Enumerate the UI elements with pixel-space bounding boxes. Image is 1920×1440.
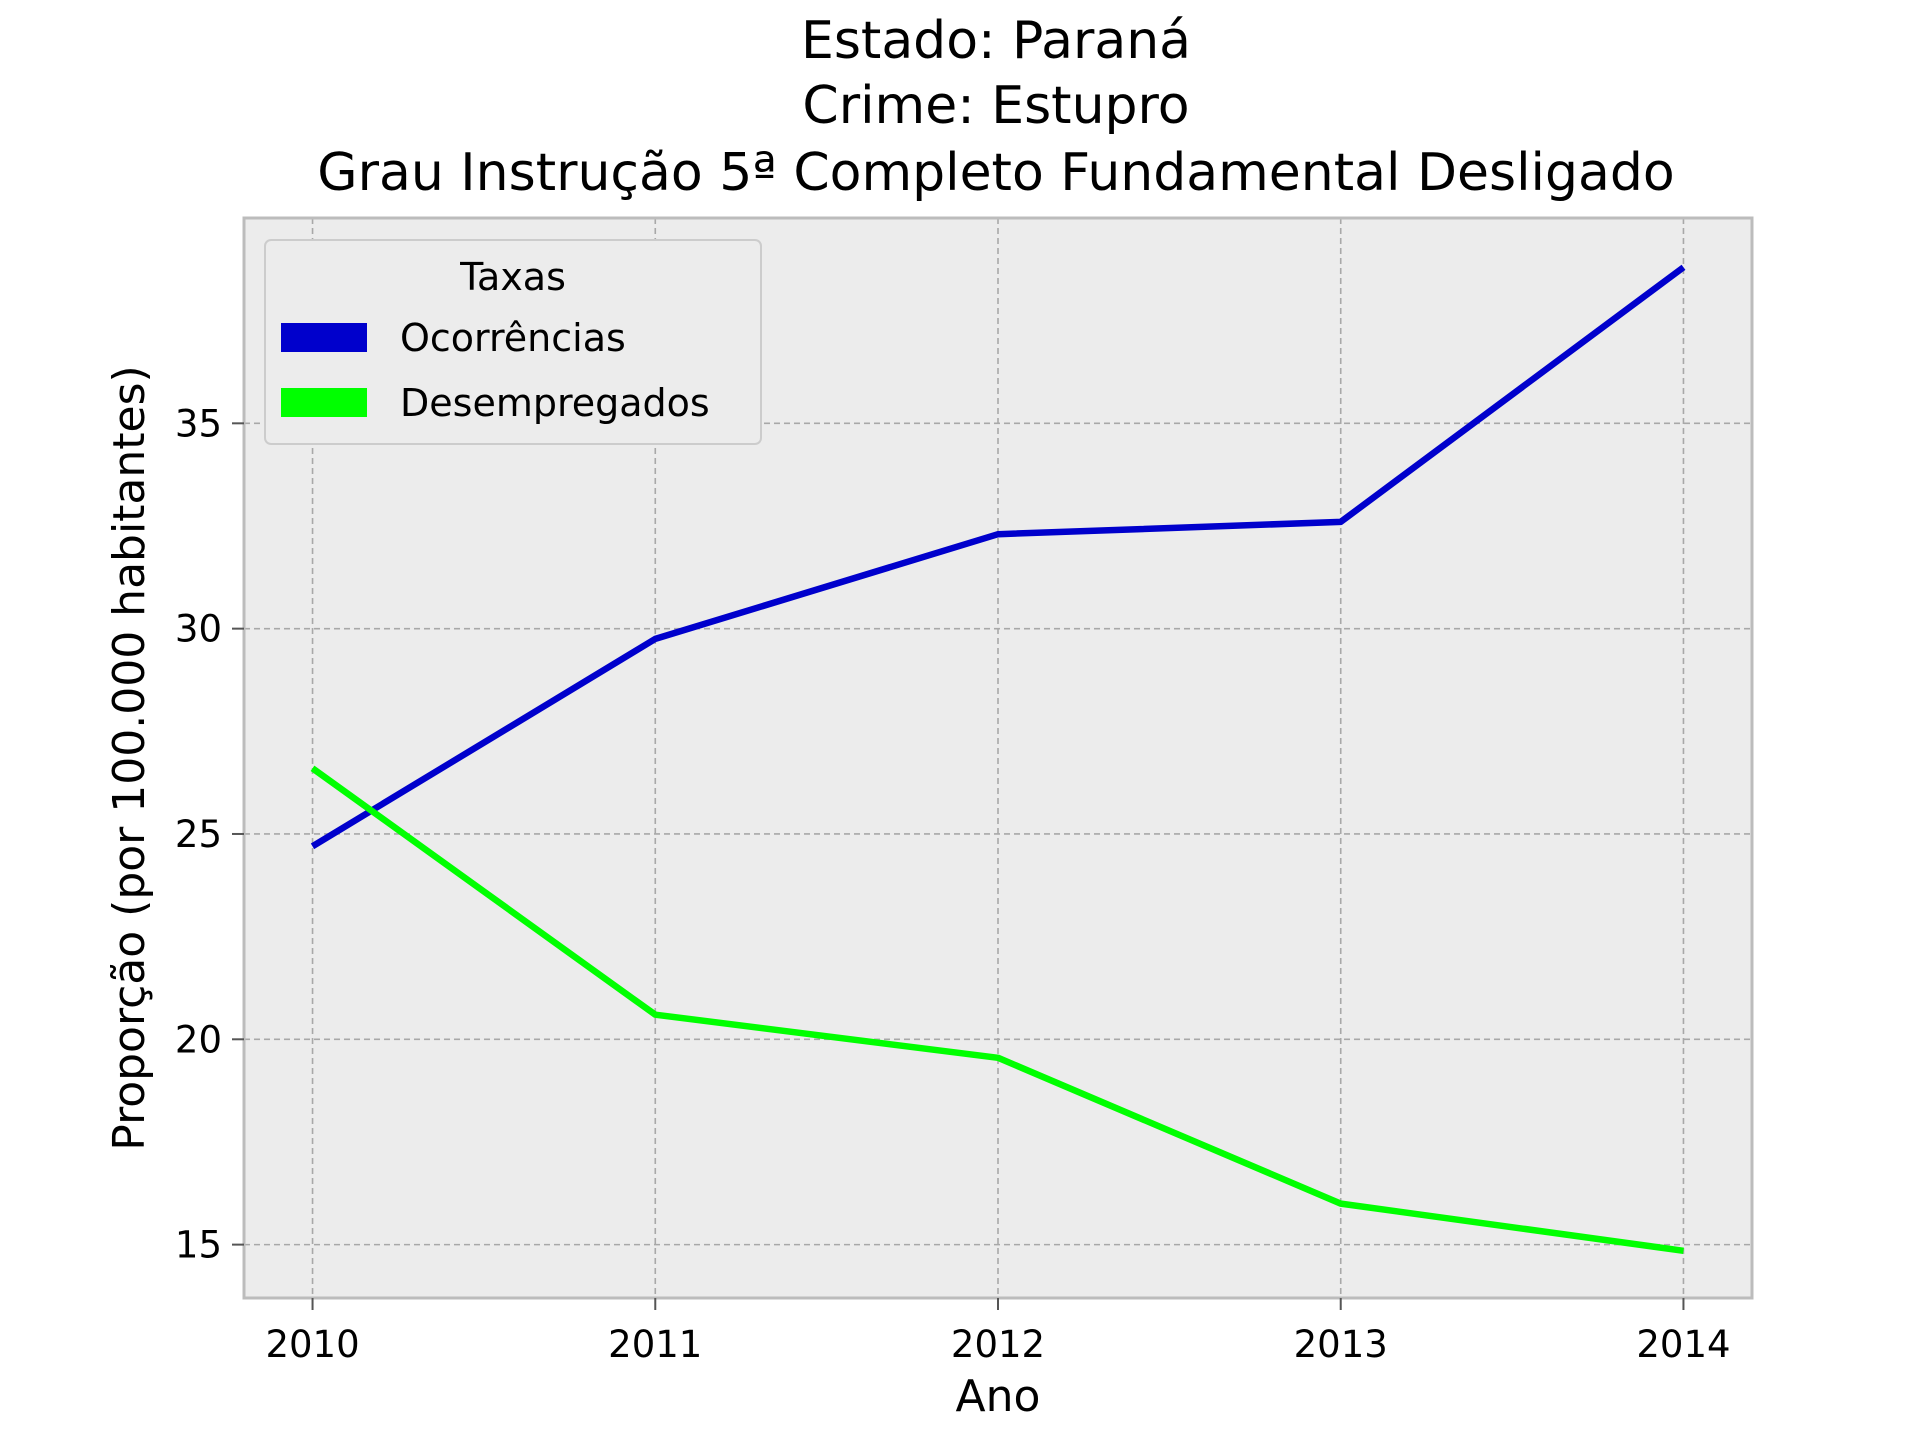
- y-tick-label: 35: [175, 402, 222, 445]
- x-tick-label: 2011: [608, 1323, 702, 1366]
- legend: Taxas Ocorrências Desempregados: [264, 239, 762, 445]
- x-tick-label: 2012: [951, 1323, 1045, 1366]
- x-axis-label: Ano: [956, 1371, 1041, 1422]
- x-axis-ticks: 2010 2011 2012 2013 2014: [265, 1298, 1731, 1366]
- y-tick-label: 20: [175, 1018, 222, 1061]
- legend-title: Taxas: [459, 255, 566, 299]
- y-axis-label: Proporção (por 100.000 habitantes): [104, 365, 155, 1150]
- x-tick-label: 2014: [1636, 1323, 1730, 1366]
- title-line-crime: Crime: Estupro: [802, 76, 1189, 136]
- grid: [244, 218, 1752, 1298]
- y-tick-label: 30: [175, 608, 222, 651]
- x-tick-label: 2010: [265, 1323, 359, 1366]
- chart-title: Estado: Paraná Crime: Estupro Grau Instr…: [317, 11, 1674, 203]
- legend-swatch-desempregados: [281, 388, 367, 417]
- y-axis-ticks: 15 20 25 30 35: [175, 402, 244, 1267]
- series-layer: [310, 264, 1686, 1255]
- y-tick-label: 25: [175, 813, 222, 856]
- legend-box: [264, 239, 762, 445]
- title-line-education: Grau Instrução 5ª Completo Fundamental D…: [317, 143, 1674, 203]
- x-tick-label: 2013: [1294, 1323, 1388, 1366]
- legend-label-desempregados: Desempregados: [400, 381, 710, 425]
- legend-swatch-ocorrencias: [281, 323, 367, 352]
- y-tick-label: 15: [175, 1224, 222, 1267]
- title-line-state: Estado: Paraná: [801, 11, 1191, 71]
- legend-label-ocorrencias: Ocorrências: [400, 316, 626, 360]
